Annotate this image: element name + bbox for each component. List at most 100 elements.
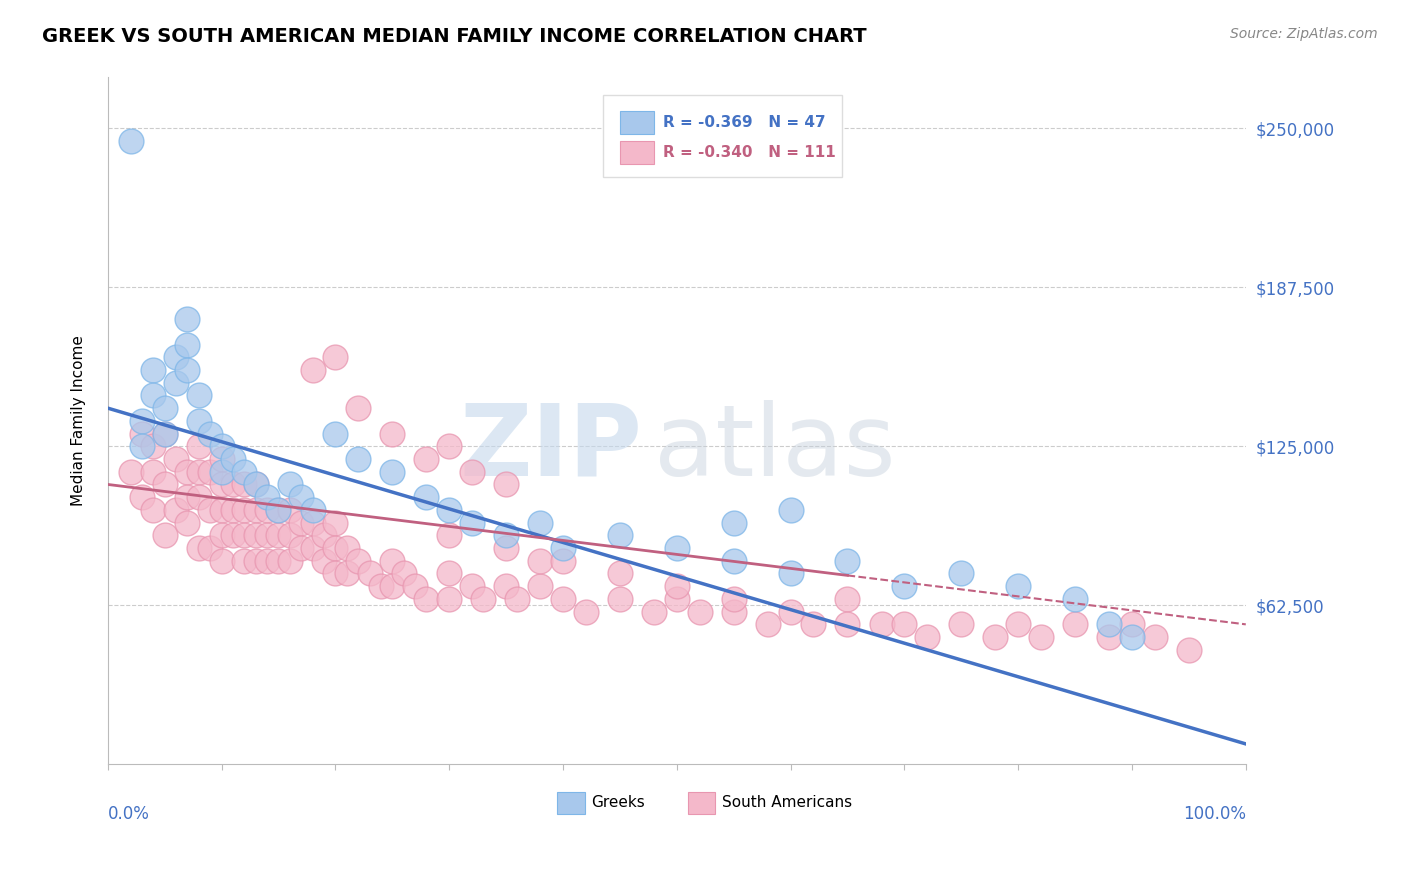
Point	[176, 363, 198, 377]
Point	[1098, 617, 1121, 632]
Point	[278, 528, 301, 542]
Point	[325, 516, 347, 530]
Point	[187, 490, 209, 504]
Point	[551, 554, 574, 568]
Point	[472, 591, 495, 606]
Point	[723, 516, 745, 530]
Point	[370, 579, 392, 593]
Point	[176, 516, 198, 530]
Point	[233, 503, 256, 517]
Point	[392, 566, 415, 581]
Point	[837, 591, 859, 606]
Point	[198, 541, 221, 555]
Point	[723, 591, 745, 606]
Point	[198, 503, 221, 517]
Point	[176, 312, 198, 326]
Point	[222, 528, 245, 542]
Point	[165, 452, 187, 467]
Point	[312, 528, 335, 542]
Point	[837, 554, 859, 568]
Point	[437, 503, 460, 517]
Point	[779, 503, 801, 517]
Point	[609, 528, 631, 542]
Point	[643, 605, 665, 619]
Point	[142, 388, 165, 402]
Text: atlas: atlas	[654, 400, 896, 497]
Point	[165, 503, 187, 517]
Point	[347, 554, 370, 568]
Point	[267, 554, 290, 568]
Point	[529, 516, 551, 530]
Point	[233, 465, 256, 479]
Point	[1007, 617, 1029, 632]
Point	[609, 591, 631, 606]
Point	[245, 528, 267, 542]
Point	[211, 452, 233, 467]
Point	[381, 554, 404, 568]
Point	[211, 477, 233, 491]
Point	[779, 605, 801, 619]
Point	[211, 439, 233, 453]
Point	[301, 503, 323, 517]
Point	[325, 566, 347, 581]
Point	[290, 516, 312, 530]
Point	[245, 477, 267, 491]
Point	[437, 439, 460, 453]
Point	[575, 605, 598, 619]
Point	[256, 554, 278, 568]
Bar	[620, 112, 654, 134]
Point	[893, 617, 915, 632]
Text: R = -0.369   N = 47: R = -0.369 N = 47	[664, 114, 825, 129]
Point	[222, 452, 245, 467]
Point	[222, 503, 245, 517]
Point	[245, 554, 267, 568]
Point	[1121, 630, 1143, 644]
Point	[495, 528, 517, 542]
Point	[142, 439, 165, 453]
Point	[153, 401, 176, 416]
Point	[290, 541, 312, 555]
Point	[495, 579, 517, 593]
Point	[381, 465, 404, 479]
Bar	[688, 792, 716, 814]
Y-axis label: Median Family Income: Median Family Income	[72, 335, 86, 507]
Point	[461, 579, 484, 593]
Point	[325, 541, 347, 555]
Text: Source: ZipAtlas.com: Source: ZipAtlas.com	[1230, 27, 1378, 41]
Point	[131, 439, 153, 453]
Point	[301, 516, 323, 530]
Point	[256, 490, 278, 504]
Point	[1007, 579, 1029, 593]
Point	[347, 452, 370, 467]
Point	[245, 503, 267, 517]
Point	[756, 617, 779, 632]
Point	[187, 541, 209, 555]
Point	[165, 376, 187, 390]
Point	[495, 477, 517, 491]
Point	[211, 554, 233, 568]
Point	[142, 503, 165, 517]
Point	[187, 439, 209, 453]
Text: GREEK VS SOUTH AMERICAN MEDIAN FAMILY INCOME CORRELATION CHART: GREEK VS SOUTH AMERICAN MEDIAN FAMILY IN…	[42, 27, 868, 45]
Point	[801, 617, 824, 632]
Point	[120, 134, 142, 148]
Point	[131, 426, 153, 441]
Point	[689, 605, 711, 619]
Text: 0.0%: 0.0%	[108, 805, 149, 823]
Point	[267, 528, 290, 542]
Point	[723, 554, 745, 568]
Point	[142, 465, 165, 479]
Point	[301, 541, 323, 555]
Point	[336, 541, 359, 555]
Point	[153, 528, 176, 542]
Point	[176, 337, 198, 351]
Point	[222, 477, 245, 491]
Point	[176, 465, 198, 479]
Point	[256, 503, 278, 517]
Point	[153, 426, 176, 441]
Point	[211, 528, 233, 542]
Point	[278, 477, 301, 491]
Point	[381, 426, 404, 441]
Point	[198, 426, 221, 441]
Point	[233, 528, 256, 542]
